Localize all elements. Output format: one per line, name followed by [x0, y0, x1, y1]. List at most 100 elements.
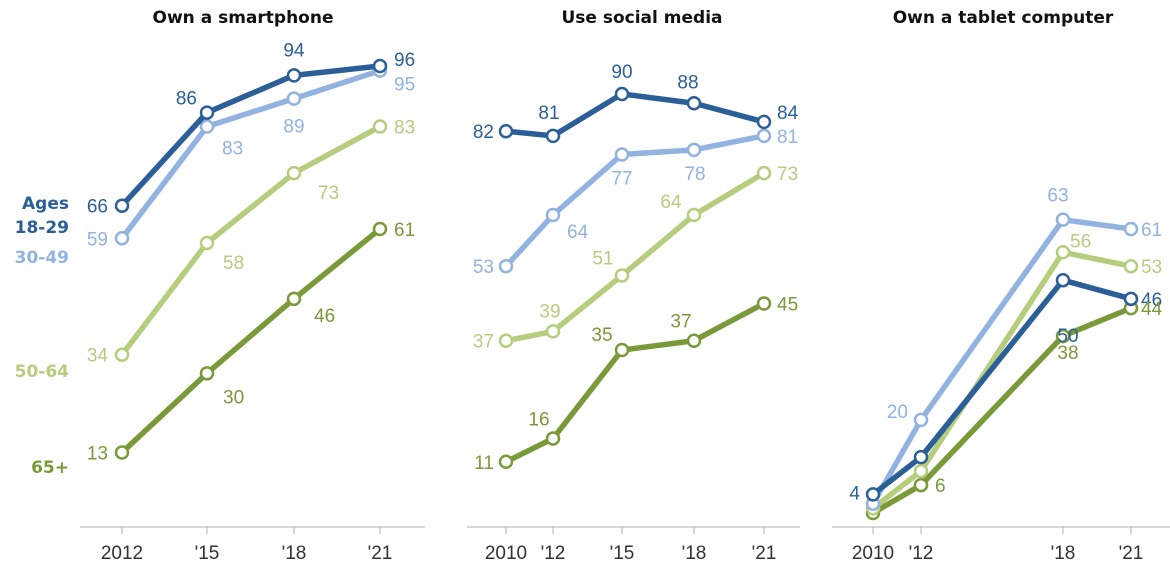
data-point	[114, 445, 130, 460]
data-label: 86	[176, 89, 197, 110]
data-label: 51	[592, 249, 613, 270]
data-label: 13	[87, 443, 108, 464]
data-label: 66	[87, 197, 108, 218]
data-point	[286, 68, 302, 83]
data-point	[756, 296, 772, 311]
data-point	[372, 58, 388, 74]
data-label: 73	[777, 164, 798, 185]
data-point	[1123, 221, 1139, 237]
data-point	[686, 96, 702, 111]
data-label: 46	[1141, 290, 1162, 311]
data-point	[614, 268, 630, 283]
data-label: 20	[887, 402, 908, 423]
data-label: 90	[611, 62, 632, 83]
data-label: 44	[1141, 299, 1163, 320]
series-line-65+	[119, 226, 383, 456]
data-point	[545, 128, 561, 144]
data-point	[286, 291, 302, 307]
data-point	[498, 123, 514, 139]
data-point	[1055, 212, 1071, 227]
x-tick-label: '12	[909, 543, 934, 564]
data-point	[686, 333, 702, 348]
data-label: 59	[87, 229, 108, 250]
series-line-65+	[870, 305, 1134, 516]
data-point	[498, 258, 514, 274]
data-label: 56	[1070, 231, 1091, 252]
panel-title: Use social media	[561, 8, 722, 28]
series-line-30-49	[870, 216, 1134, 507]
data-point	[286, 165, 302, 181]
series-line-30-49	[503, 133, 767, 269]
data-label: 46	[314, 306, 335, 327]
data-label: 6	[935, 476, 946, 497]
data-point	[756, 128, 772, 144]
data-point	[686, 142, 702, 158]
data-point	[372, 221, 388, 237]
data-label: 53	[473, 257, 494, 278]
data-label: 64	[567, 222, 589, 243]
x-tick-label: 2010	[485, 543, 527, 564]
series-line-30-49	[119, 67, 383, 242]
chart-panel-1: Own a smartphone 2012 '15 '18 '21 66 86 94 96 59 8…	[80, 8, 425, 564]
x-tick-label: '12	[541, 543, 566, 564]
data-label: 16	[528, 410, 549, 431]
chart-panel-2: Use social media 2010 '12 '15 '18 '21 82 81 90 88…	[467, 8, 800, 564]
data-point	[614, 342, 630, 358]
series-line-50-64	[870, 249, 1134, 512]
data-label: 11	[474, 453, 494, 474]
data-point	[1055, 272, 1071, 288]
data-point	[114, 347, 130, 362]
x-tick-label: 2010	[852, 543, 894, 564]
data-point	[913, 412, 929, 428]
x-tick-label: 2012	[101, 543, 143, 564]
x-tick-label: '15	[610, 543, 635, 564]
data-label: 34	[87, 346, 109, 367]
legend-label-18-29: 18-29	[15, 218, 69, 238]
data-point	[913, 463, 929, 479]
data-point	[913, 477, 929, 493]
data-label: 58	[223, 253, 244, 274]
data-point	[614, 147, 630, 162]
legend-label-50-64: 50-64	[15, 362, 70, 382]
data-label: 89	[283, 117, 304, 138]
x-tick-label: '15	[195, 543, 220, 564]
data-point	[498, 454, 514, 470]
data-point	[1123, 258, 1139, 274]
data-label: 64	[660, 192, 682, 213]
data-point	[865, 487, 881, 502]
data-point	[1055, 245, 1071, 260]
data-label: 88	[677, 72, 698, 93]
data-label: 61	[394, 220, 415, 241]
panel-title: Own a smartphone	[153, 8, 334, 28]
legend-heading: Ages	[22, 194, 69, 214]
data-label: 39	[539, 301, 560, 322]
data-label: 77	[611, 168, 632, 189]
data-point	[756, 165, 772, 181]
data-point	[114, 231, 130, 246]
data-label: 61	[1141, 220, 1162, 241]
data-label: 83	[222, 139, 243, 160]
data-point	[199, 235, 215, 251]
data-label: 84	[777, 103, 799, 124]
legend-label-65-plus: 65+	[31, 458, 69, 478]
x-tick-label: '21	[1119, 543, 1144, 564]
data-point	[686, 207, 702, 223]
data-label: 78	[684, 164, 705, 185]
data-point	[372, 119, 388, 134]
panel-title: Own a tablet computer	[893, 8, 1114, 28]
data-label: 45	[777, 294, 798, 315]
data-label: 53	[1141, 257, 1162, 278]
data-point	[114, 198, 130, 213]
data-point	[199, 105, 215, 120]
series-line-18-29	[870, 277, 1134, 498]
data-label: 63	[1047, 186, 1068, 207]
data-point	[545, 207, 561, 223]
data-point	[199, 119, 215, 134]
data-label: 73	[318, 183, 339, 204]
data-label: 96	[394, 50, 415, 71]
data-label: 50	[1057, 326, 1078, 347]
x-tick-label: '21	[752, 543, 777, 564]
data-label: 95	[394, 75, 415, 96]
